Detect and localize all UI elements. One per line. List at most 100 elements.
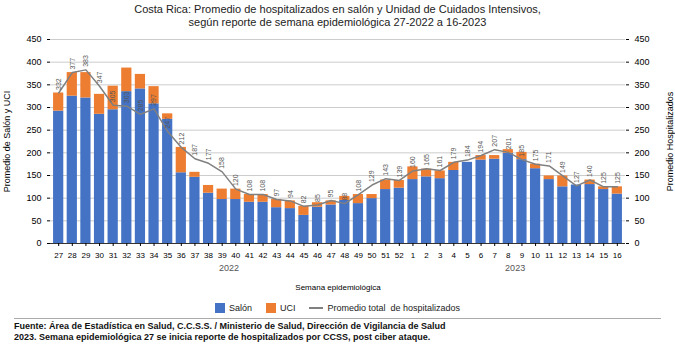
svg-text:46: 46	[313, 251, 322, 260]
svg-text:207: 207	[491, 135, 498, 147]
svg-text:28: 28	[68, 251, 77, 260]
svg-text:48: 48	[340, 251, 349, 260]
svg-text:38: 38	[204, 251, 213, 260]
svg-text:14: 14	[586, 251, 595, 260]
svg-text:88: 88	[341, 193, 348, 201]
svg-text:29: 29	[81, 251, 90, 260]
svg-text:143: 143	[382, 164, 389, 176]
svg-text:347: 347	[96, 71, 103, 83]
svg-text:161: 161	[436, 156, 443, 168]
svg-text:13: 13	[572, 251, 581, 260]
svg-text:300: 300	[635, 102, 650, 112]
svg-text:300: 300	[26, 102, 41, 112]
svg-text:194: 194	[477, 141, 484, 153]
svg-text:377: 377	[69, 58, 76, 70]
svg-text:125: 125	[614, 172, 621, 184]
svg-text:31: 31	[109, 251, 118, 260]
svg-text:450: 450	[635, 34, 650, 44]
svg-text:175: 175	[532, 149, 539, 161]
svg-text:27: 27	[54, 251, 63, 260]
svg-text:450: 450	[26, 34, 41, 44]
svg-text:165: 165	[423, 154, 430, 166]
svg-text:94: 94	[287, 190, 294, 198]
svg-text:3: 3	[438, 251, 443, 260]
svg-text:179: 179	[450, 148, 457, 160]
svg-text:158: 158	[218, 157, 225, 169]
svg-text:250: 250	[635, 125, 650, 135]
svg-text:150: 150	[26, 170, 41, 180]
svg-text:297: 297	[150, 94, 157, 106]
svg-text:49: 49	[354, 251, 363, 260]
svg-text:42: 42	[259, 251, 268, 260]
svg-text:350: 350	[26, 80, 41, 90]
svg-text:185: 185	[518, 145, 525, 157]
svg-text:247: 247	[164, 117, 171, 129]
svg-text:187: 187	[191, 144, 198, 156]
svg-text:9: 9	[520, 251, 525, 260]
svg-text:120: 120	[232, 174, 239, 186]
svg-text:100: 100	[635, 193, 650, 203]
svg-text:10: 10	[531, 251, 540, 260]
svg-text:383: 383	[82, 55, 89, 67]
svg-text:171: 171	[545, 151, 552, 163]
svg-text:125: 125	[600, 172, 607, 184]
svg-text:149: 149	[559, 161, 566, 173]
svg-text:43: 43	[272, 251, 281, 260]
svg-text:350: 350	[635, 80, 650, 90]
svg-text:4: 4	[452, 251, 457, 260]
svg-text:50: 50	[635, 216, 645, 226]
svg-text:44: 44	[286, 251, 295, 260]
svg-text:108: 108	[355, 180, 362, 192]
svg-text:332: 332	[55, 78, 62, 90]
svg-text:50: 50	[368, 251, 377, 260]
svg-text:100: 100	[26, 193, 41, 203]
svg-text:184: 184	[464, 145, 471, 157]
svg-text:41: 41	[245, 251, 254, 260]
svg-text:0: 0	[635, 238, 640, 248]
svg-text:0: 0	[36, 238, 41, 248]
svg-text:85: 85	[314, 194, 321, 202]
svg-text:15: 15	[599, 251, 608, 260]
svg-text:35: 35	[163, 251, 172, 260]
svg-text:1: 1	[411, 251, 416, 260]
svg-text:2: 2	[424, 251, 429, 260]
svg-text:36: 36	[177, 251, 186, 260]
svg-text:32: 32	[122, 251, 131, 260]
svg-text:37: 37	[190, 251, 199, 260]
svg-text:51: 51	[381, 251, 390, 260]
svg-text:97: 97	[273, 189, 280, 197]
svg-text:139: 139	[396, 166, 403, 178]
svg-text:39: 39	[218, 251, 227, 260]
svg-text:108: 108	[246, 180, 253, 192]
svg-text:52: 52	[395, 251, 404, 260]
svg-text:47: 47	[327, 251, 336, 260]
svg-text:34: 34	[150, 251, 159, 260]
svg-text:108: 108	[259, 180, 266, 192]
svg-text:16: 16	[613, 251, 622, 260]
svg-text:82: 82	[300, 195, 307, 203]
svg-text:250: 250	[26, 125, 41, 135]
svg-text:305: 305	[109, 90, 116, 102]
svg-text:177: 177	[205, 148, 212, 160]
svg-text:200: 200	[635, 148, 650, 158]
svg-text:2022: 2022	[219, 263, 239, 273]
svg-text:12: 12	[558, 251, 567, 260]
svg-text:285: 285	[137, 100, 144, 112]
svg-text:45: 45	[299, 251, 308, 260]
svg-text:303: 303	[123, 91, 130, 103]
svg-text:140: 140	[586, 165, 593, 177]
svg-text:212: 212	[178, 133, 185, 145]
svg-text:95: 95	[327, 190, 334, 198]
svg-text:30: 30	[95, 251, 104, 260]
svg-text:201: 201	[505, 138, 512, 150]
svg-text:400: 400	[635, 57, 650, 67]
svg-text:200: 200	[26, 148, 41, 158]
svg-text:400: 400	[26, 57, 41, 67]
svg-text:50: 50	[31, 216, 41, 226]
svg-text:8: 8	[506, 251, 511, 260]
svg-text:129: 129	[368, 170, 375, 182]
svg-text:160: 160	[409, 156, 416, 168]
svg-text:6: 6	[479, 251, 484, 260]
svg-text:150: 150	[635, 170, 650, 180]
svg-text:Semana epidemiológica: Semana epidemiológica	[295, 283, 381, 292]
